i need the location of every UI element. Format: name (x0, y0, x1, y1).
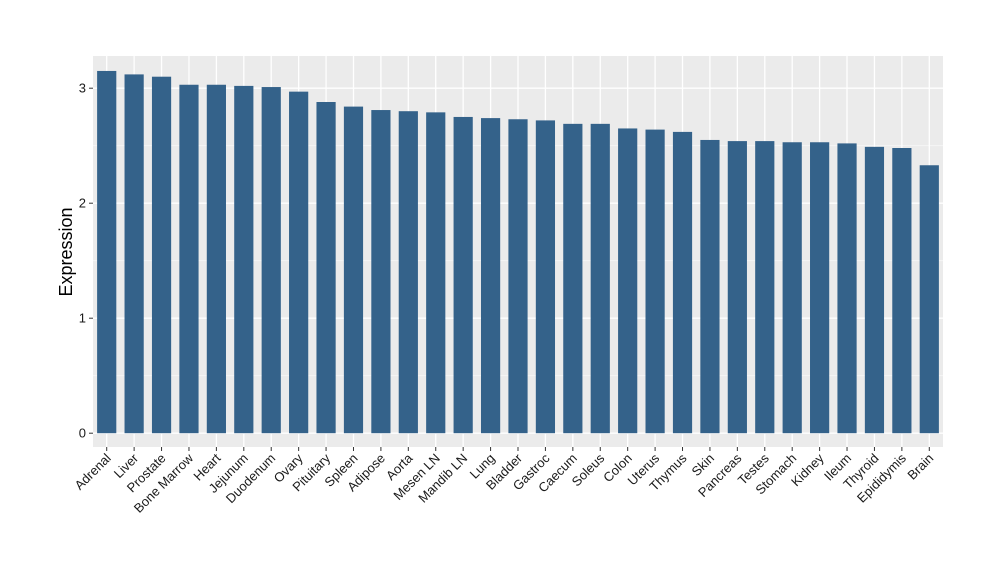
bar (261, 87, 281, 434)
bar (343, 106, 364, 434)
bar (480, 118, 501, 434)
bar (179, 84, 199, 434)
y-tick-label: 0 (79, 426, 86, 441)
bar (508, 119, 528, 434)
bar (316, 102, 336, 434)
bar (289, 91, 309, 434)
bar (398, 111, 418, 434)
bar (618, 128, 638, 434)
bar (645, 129, 665, 434)
bar (727, 141, 747, 434)
bar (864, 146, 885, 434)
bar (563, 123, 583, 434)
bar (919, 165, 939, 434)
bar (837, 143, 857, 434)
bar (206, 84, 226, 434)
bar (755, 141, 775, 434)
y-tick-label: 3 (79, 81, 86, 96)
bar (426, 112, 446, 434)
y-axis: 0 1 2 3 (79, 81, 93, 441)
bar (672, 131, 693, 434)
bar (151, 76, 172, 434)
x-tick-label: Brain (904, 451, 936, 483)
bar (234, 85, 254, 434)
bar (782, 142, 802, 434)
bar (700, 139, 720, 434)
bar (892, 148, 912, 434)
x-tick-label: Adrenal (72, 450, 114, 492)
bar (535, 120, 556, 434)
y-tick-label: 2 (79, 196, 86, 211)
bar (453, 116, 473, 434)
bar (590, 123, 610, 434)
bar (97, 70, 117, 434)
bar (810, 142, 830, 434)
bar (371, 110, 391, 434)
bar (124, 74, 144, 434)
bars (97, 70, 939, 434)
y-tick-label: 1 (79, 311, 86, 326)
y-axis-title: Expression (56, 207, 76, 296)
